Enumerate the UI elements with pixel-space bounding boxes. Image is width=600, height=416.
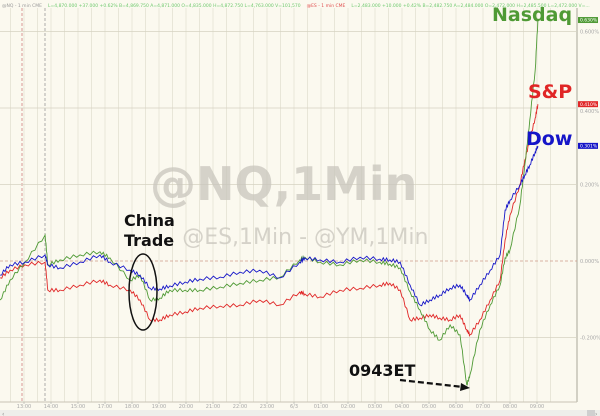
scrollbar-thumb[interactable] <box>587 410 595 416</box>
x-tick-label: 6/3 <box>290 404 298 410</box>
series-line-dow <box>0 145 539 307</box>
label-sp: S&P <box>528 81 572 103</box>
series-line-nasdaq <box>0 19 539 386</box>
x-tick-label: 04:00 <box>395 404 409 410</box>
horizontal-scrollbar[interactable] <box>0 410 600 416</box>
x-tick-label: 01:00 <box>314 404 328 410</box>
x-tick-label: 21:00 <box>206 404 220 410</box>
x-tick-label: 15:00 <box>71 404 85 410</box>
annotation-china: China <box>124 211 175 230</box>
x-tick-label: 19:00 <box>152 404 166 410</box>
watermark-title: @NQ,1Min <box>150 157 417 211</box>
y-tick-label: 0.000% <box>580 259 599 265</box>
x-tick-label: 14:00 <box>44 404 58 410</box>
scroll-right-arrow-icon[interactable]: › <box>595 411 597 416</box>
x-axis: 13:00 14:00 15:00 17:00 18:00 19:00 20:00 21:00… <box>17 402 544 410</box>
x-tick-label: 22:00 <box>233 404 247 410</box>
end-value-badge <box>578 101 598 108</box>
x-tick-label: 05:00 <box>422 404 436 410</box>
x-tick-label: 08:00 <box>503 404 517 410</box>
annotation-ellipse <box>128 253 158 331</box>
end-value-badge <box>578 17 598 24</box>
y-axis: 0.600% 0.400% 0.200% 0.000% -0.200% <box>0 30 600 342</box>
x-tick-label: 20:00 <box>179 404 193 410</box>
y-tick-label: 0.200% <box>580 183 599 189</box>
annotation-arrow-line <box>399 378 464 389</box>
end-badges: 0.630% 0.410% 0.301% <box>578 17 598 149</box>
end-value-badge-text: 0.410% <box>580 102 598 108</box>
es-symbol: @ES - 1 min CME <box>307 3 346 9</box>
es-quote: L=2,483.000 +10.000 +0.42% B=2,482.750 A… <box>351 3 589 9</box>
y-tick-label: 0.400% <box>580 109 599 115</box>
label-nasdaq: Nasdaq <box>492 4 572 26</box>
scroll-left-arrow-icon[interactable]: ‹ <box>2 411 4 416</box>
x-tick-label: 23:00 <box>260 404 274 410</box>
annotation-arrow-head <box>460 383 470 391</box>
x-tick-label: 06:00 <box>449 404 463 410</box>
y-tick-label: 0.600% <box>580 30 599 36</box>
label-dow: Dow <box>526 128 572 150</box>
annotation-trade: Trade <box>124 231 174 250</box>
end-value-badge-text: 0.301% <box>580 143 598 149</box>
x-tick-label: 09:00 <box>530 404 544 410</box>
watermark-subtitle: @ES,1Min - @YM,1Min <box>182 225 428 250</box>
end-value-badge-text: 0.630% <box>580 18 598 24</box>
nq-symbol: @NQ - 1 min CME <box>2 3 42 9</box>
nq-quote: L=4,870.000 +37.000 +0.62% B=4,869.750 A… <box>48 3 301 9</box>
end-value-badge <box>578 142 598 149</box>
x-tick-label: 02:00 <box>341 404 355 410</box>
y-tick-label: -0.200% <box>580 336 600 342</box>
annotation-0943et: 0943ET <box>349 361 415 380</box>
x-tick-label: 13:00 <box>17 404 31 410</box>
x-tick-label: 07:00 <box>476 404 490 410</box>
x-tick-label: 17:00 <box>98 404 112 410</box>
x-tick-label: 18:00 <box>125 404 139 410</box>
x-tick-label: 03:00 <box>368 404 382 410</box>
series-line-sp <box>0 104 539 337</box>
grid <box>0 8 578 403</box>
series-group <box>0 19 539 386</box>
